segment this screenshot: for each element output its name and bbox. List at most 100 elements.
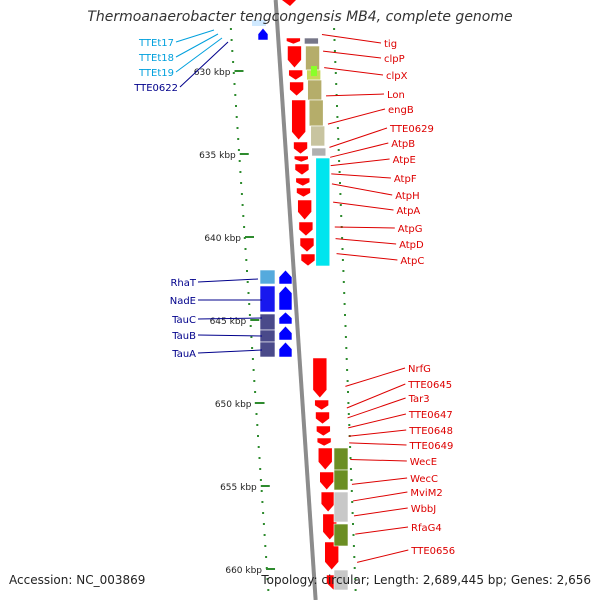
cds-arrow	[298, 221, 314, 237]
gene-leader-line	[352, 491, 408, 502]
track-dot	[240, 193, 243, 195]
cog-block	[333, 491, 349, 523]
track-dot	[254, 391, 257, 393]
genome-summary-label: Topology: circular; Length: 2,689,445 bp…	[261, 573, 591, 587]
gene-leader-line	[175, 33, 219, 58]
track-dot	[245, 259, 248, 261]
track-dot	[230, 39, 233, 41]
track-dot	[259, 479, 262, 481]
track-dot	[261, 501, 264, 503]
gene-label: AtpC	[400, 256, 424, 267]
track-dot	[241, 204, 244, 206]
track-dot	[252, 369, 255, 371]
cds-arrow	[297, 199, 312, 221]
gene-leader-line	[347, 397, 406, 419]
gene-label: TTEt17	[138, 38, 174, 49]
tick-label: 660 kbp	[225, 566, 262, 576]
gene-label: AtpA	[397, 206, 421, 217]
track-dot	[253, 380, 256, 382]
track-dot	[347, 391, 349, 393]
track-dot	[338, 160, 341, 162]
track-dot	[236, 127, 239, 129]
gene-label: TauC	[171, 315, 196, 326]
gene-leader-line	[197, 334, 263, 337]
cog-block	[310, 125, 326, 147]
track-dot	[345, 347, 348, 349]
background-dot-tracks	[229, 28, 357, 591]
tick-label: 640 kbp	[204, 234, 241, 244]
track-dot	[342, 270, 345, 272]
track-dot	[229, 28, 232, 30]
cds-arrow	[286, 37, 301, 45]
gene-leader-line	[335, 238, 397, 245]
cds-arrow	[287, 45, 302, 69]
cog-block	[311, 147, 327, 157]
gene-leader-line	[179, 41, 229, 88]
tick-label: 655 kbp	[220, 483, 257, 493]
track-dot	[243, 226, 246, 228]
track-dot	[250, 336, 253, 338]
track-dot	[259, 468, 262, 470]
gene-label: tig	[384, 39, 397, 50]
gene-label: TTE0645	[407, 380, 452, 391]
backbone-line	[273, 0, 318, 600]
accession-label: Accession: NC_003869	[9, 573, 146, 587]
track-dot	[353, 556, 356, 558]
cds-arrow	[315, 411, 330, 425]
track-dot	[352, 545, 355, 547]
cog-block	[333, 447, 349, 471]
gene-leader-line	[330, 142, 389, 158]
track-dot	[340, 215, 343, 217]
track-dot	[344, 325, 347, 327]
gene-leader-line	[349, 442, 407, 446]
cds-arrow	[291, 99, 306, 141]
cog-block	[333, 523, 349, 547]
cds-arrow	[278, 269, 293, 285]
cds-arrow	[312, 357, 328, 399]
track-dot	[246, 281, 249, 283]
gene-label: TauA	[171, 349, 196, 360]
gene-label: TTE0656	[410, 546, 455, 557]
track-dot	[335, 94, 338, 96]
track-dot	[347, 402, 350, 404]
gene-label: TTE0647	[408, 410, 453, 421]
gene-leader-line	[197, 278, 259, 283]
track-dot	[346, 369, 349, 371]
cog-block	[308, 99, 324, 127]
track-dot	[336, 105, 338, 107]
gene-label: AtpD	[399, 240, 424, 251]
gene-leader-line	[346, 383, 406, 409]
track-dot	[336, 127, 339, 129]
gene-label: AtpE	[393, 155, 416, 166]
gene-leader-line	[336, 253, 398, 261]
track-dot	[349, 457, 352, 459]
track-dot	[232, 61, 235, 63]
track-dot	[262, 512, 265, 514]
track-dot	[255, 413, 258, 415]
track-dot	[337, 149, 340, 151]
gene-leader-line	[326, 93, 385, 97]
cds-arrow	[282, 0, 296, 6]
track-dot	[240, 182, 243, 184]
cds-arrow	[316, 437, 332, 447]
gene-leader-line	[331, 173, 391, 179]
track-dot	[349, 446, 352, 448]
track-dot	[238, 160, 241, 162]
track-dot	[246, 270, 248, 272]
track-dot	[251, 358, 254, 360]
gene-leader-line	[327, 108, 386, 125]
track-dot	[341, 259, 344, 261]
track-dot	[350, 479, 353, 481]
cog-block	[304, 37, 319, 45]
cog-block	[259, 313, 276, 331]
track-dot	[354, 589, 357, 591]
left-gene-labels: TTEt17 TTEt18 TTEt19 TTE0622 RhaT NadE TauC Tau…	[133, 29, 263, 360]
tick-label: 645 kbp	[210, 317, 247, 327]
trna-block	[252, 20, 266, 26]
gene-label: AtpB	[391, 139, 415, 150]
cds-arrow	[278, 311, 293, 325]
track-dot	[248, 314, 251, 316]
track-dot	[336, 116, 339, 118]
gene-label: TTE0649	[409, 441, 454, 452]
gene-label: Tar3	[408, 394, 430, 405]
